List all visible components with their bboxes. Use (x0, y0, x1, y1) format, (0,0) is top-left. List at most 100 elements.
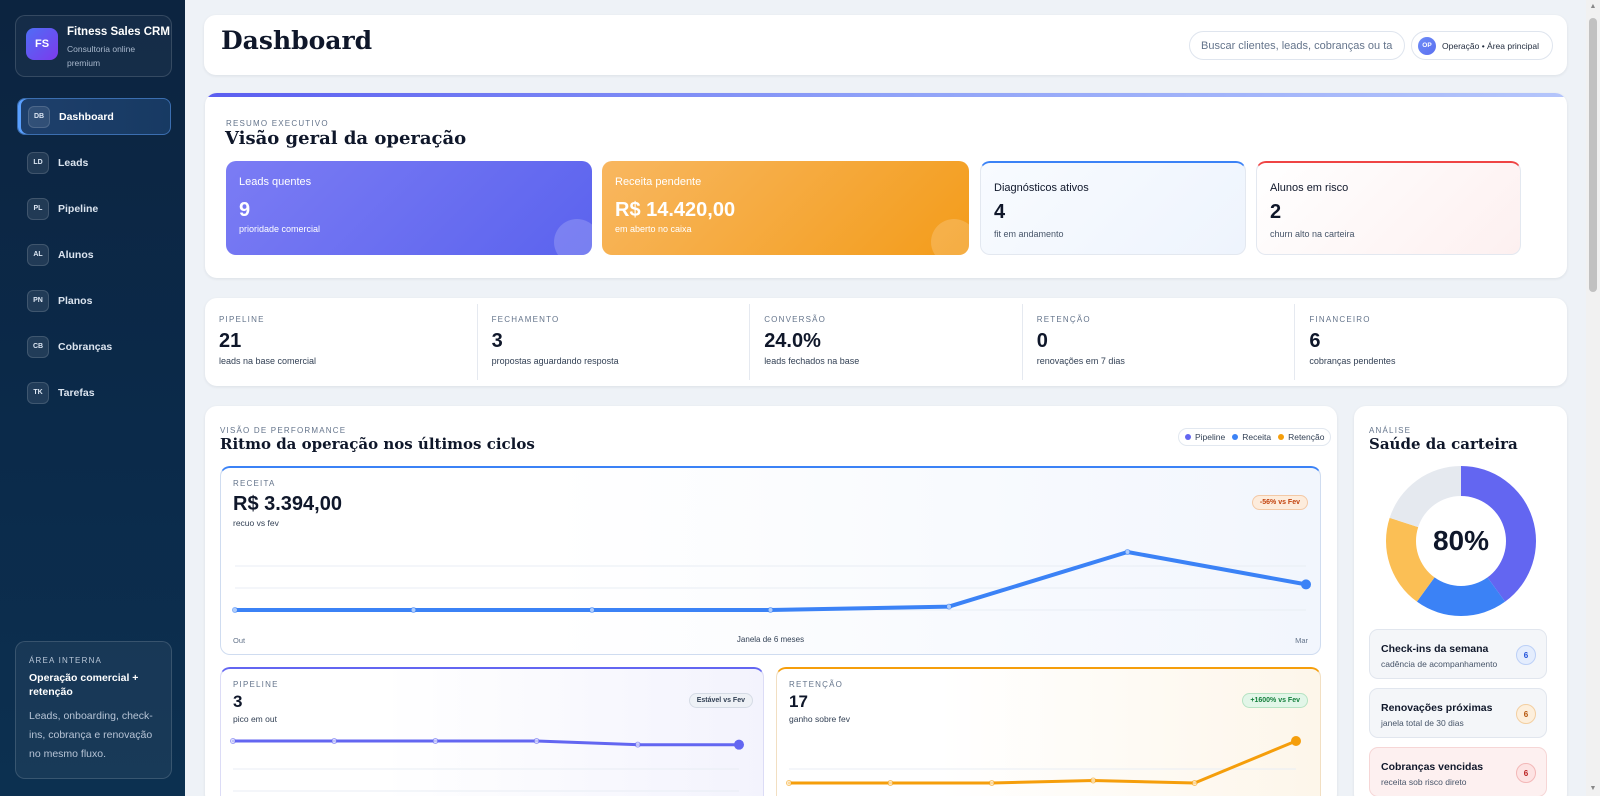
sidebar-item-tarefas[interactable]: TK Tarefas (17, 374, 171, 411)
sidebar-item-pipeline[interactable]: PL Pipeline (17, 190, 171, 227)
retention-line-chart (786, 736, 1301, 786)
health-item-title: Renovações próximas (1381, 702, 1493, 714)
metric-value: 24.0% (764, 330, 821, 352)
chart-value: 17 (789, 692, 808, 711)
revenue-data-point (767, 607, 774, 613)
donut-segment (1386, 517, 1435, 602)
health-item-renovacoes[interactable]: Renovações próximas janela total de 30 d… (1369, 688, 1547, 738)
legend-item-retencao: Retenção (1278, 432, 1324, 442)
search-input[interactable] (1189, 31, 1405, 60)
chart-caption: Pipeline (233, 680, 279, 689)
chart-sub: recuo vs fev (233, 518, 279, 528)
chart-sub: ganho sobre fev (789, 714, 850, 724)
internal-caption: Área interna (29, 656, 103, 665)
retention-chart-card[interactable]: Retenção 17 ganho sobre fev +1600% vs Fe… (776, 667, 1321, 796)
metric-value: 3 (491, 330, 503, 352)
sidebar-item-label: Leads (58, 156, 89, 169)
metric-pipeline: Pipeline 21 leads na base comercial (205, 304, 478, 380)
metric-value: 6 (1309, 330, 1321, 352)
legend-item-receita: Receita (1232, 432, 1271, 442)
workspace-chip[interactable]: OP Operação • Área principal (1411, 31, 1553, 60)
brand-name: Fitness Sales CRM (67, 26, 170, 38)
donut-segment (1416, 577, 1506, 616)
legend-label: Retenção (1288, 432, 1325, 442)
metric-sub: leads na base comercial (219, 356, 317, 366)
retention-data-point (887, 780, 894, 786)
kpi-value: 4 (994, 201, 1006, 223)
revenue-data-point (589, 607, 595, 613)
count-badge: 6 (1516, 704, 1536, 724)
kpi-value: 9 (239, 199, 251, 221)
health-item-cobrancas[interactable]: Cobranças vencidas receita sob risco dir… (1369, 747, 1547, 796)
sidebar-item-alunos[interactable]: AL Alunos (17, 236, 171, 273)
health-item-title: Cobranças vencidas (1381, 761, 1484, 773)
sidebar-item-label: Tarefas (58, 386, 95, 399)
sidebar-item-cobrancas[interactable]: CB Cobranças (17, 328, 171, 365)
sidebar-item-label: Dashboard (59, 110, 114, 123)
dashboard-icon: DB (28, 105, 50, 128)
pipeline-data-point (432, 738, 439, 744)
kpi-card-alunos-risco[interactable]: Alunos em risco 2 churn alto na carteira (1256, 161, 1521, 255)
internal-area-card: Área interna Operação comercial + retenç… (15, 641, 172, 779)
kpi-card-diagnosticos[interactable]: Diagnósticos ativos 4 fit em andamento (980, 161, 1246, 255)
pipeline-data-point (634, 741, 641, 748)
page-title: Dashboard (221, 26, 373, 55)
kpi-sub: churn alto na carteira (1270, 229, 1355, 239)
brand-subtitle: Consultoria online premium (67, 44, 136, 68)
summary-caption: Resumo executivo (226, 119, 329, 128)
axis-window-label: Janela de 6 meses (736, 635, 805, 644)
revenue-line-chart (232, 549, 1311, 613)
health-item-sub: cadência de acompanhamento (1381, 659, 1498, 669)
planos-icon: PN (27, 289, 49, 312)
summary-title: Visão geral da operação (225, 128, 467, 149)
metric-caption: Conversão (764, 315, 827, 324)
brand-logo: FS (26, 28, 58, 60)
chart-caption: Receita (233, 479, 276, 488)
scroll-down-icon[interactable]: ▼ (1589, 785, 1597, 792)
scrollbar-thumb[interactable] (1589, 18, 1597, 292)
kpi-label: Leads quentes (239, 176, 312, 188)
kpi-sub: prioridade comercial (239, 224, 321, 234)
sidebar-item-dashboard[interactable]: DB Dashboard (17, 98, 171, 135)
scroll-up-icon[interactable]: ▲ (1589, 3, 1597, 10)
pipeline-line-chart (230, 738, 744, 792)
brand-card[interactable]: FS Fitness Sales CRM Consultoria online … (15, 15, 172, 77)
kpi-label: Receita pendente (615, 176, 702, 188)
revenue-chart-card[interactable]: Receita R$ 3.394,00 recuo vs fev -56% vs… (220, 466, 1321, 655)
health-donut-chart (1386, 466, 1536, 616)
leads-icon: LD (27, 151, 49, 174)
kpi-card-leads-quentes[interactable]: Leads quentes 9 prioridade comercial (226, 161, 592, 255)
kpi-card-receita-pendente[interactable]: Receita pendente R$ 14.420,00 em aberto … (602, 161, 969, 255)
health-item-checkins[interactable]: Check-ins da semana cadência de acompanh… (1369, 629, 1547, 679)
retention-data-point (1291, 736, 1301, 746)
revenue-data-point (946, 603, 952, 610)
performance-panel: Visão de performance Ritmo da operação n… (205, 406, 1337, 796)
pipeline-chart-card[interactable]: Pipeline 3 pico em out Estável vs Fev (220, 667, 764, 796)
portfolio-health-panel: Análise Saúde da carteira 80% Check-ins … (1354, 406, 1567, 796)
top-header: Dashboard OP Operação • Área principal (204, 15, 1567, 75)
revenue-series-line (233, 550, 1308, 612)
sidebar-item-leads[interactable]: LD Leads (17, 144, 171, 181)
decorative-circle (554, 219, 592, 255)
metric-caption: Fechamento (491, 315, 560, 324)
pipeline-icon: PL (27, 197, 49, 220)
revenue-data-point (1124, 549, 1131, 555)
retention-data-point (1090, 777, 1097, 784)
metric-sub: renovações em 7 dias (1036, 356, 1125, 366)
sidebar-item-planos[interactable]: PN Planos (17, 282, 171, 319)
sidebar-item-label: Pipeline (58, 202, 99, 215)
revenue-data-point (232, 607, 238, 613)
sidebar-item-label: Alunos (58, 248, 94, 261)
tarefas-icon: TK (27, 381, 49, 404)
internal-title: Operação comercial + retenção (29, 672, 139, 698)
metric-sub: leads fechados na base (764, 356, 860, 366)
kpi-sub: em aberto no caixa (615, 224, 692, 234)
metric-value: 0 (1036, 330, 1048, 352)
page-scrollbar[interactable]: ▲ ▼ (1586, 0, 1600, 796)
decorative-circle (931, 219, 969, 255)
cobrancas-icon: CB (27, 335, 49, 358)
pipeline-data-point (230, 738, 236, 744)
kpi-value: R$ 14.420,00 (615, 199, 736, 221)
metric-sub: propostas aguardando resposta (491, 356, 619, 366)
sidebar-item-label: Planos (58, 294, 93, 307)
